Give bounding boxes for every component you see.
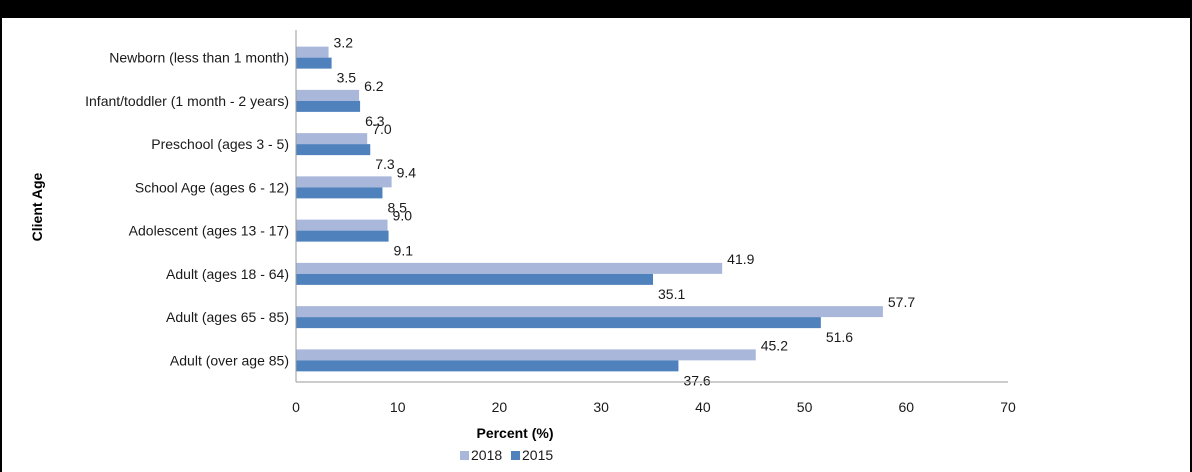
bars-group — [296, 46, 883, 372]
x-tick-label: 70 — [1000, 399, 1016, 415]
bar-2018 — [296, 46, 329, 58]
bar-2018 — [296, 133, 368, 145]
bar-2015 — [296, 317, 821, 329]
legend-label-2015: 2015 — [522, 447, 553, 463]
category-label: Newborn (less than 1 month) — [109, 50, 289, 66]
bar-2018 — [296, 349, 756, 361]
category-label: Adult (ages 65 - 85) — [166, 309, 289, 325]
legend-label-2018: 2018 — [471, 447, 502, 463]
bar-2018 — [296, 262, 723, 274]
bar-2015 — [296, 144, 371, 156]
legend: 2018 2015 — [460, 447, 553, 463]
bar-2015 — [296, 230, 389, 242]
data-label-2018: 57.7 — [888, 294, 915, 310]
x-tick-labels: 0 10 20 30 40 50 60 70 — [292, 399, 1016, 415]
data-label-2018: 9.4 — [397, 164, 417, 180]
x-tick-label: 50 — [797, 399, 813, 415]
category-label: Preschool (ages 3 - 5) — [151, 136, 289, 152]
bar-2015 — [296, 100, 361, 112]
header-band — [0, 0, 1192, 18]
category-label: Adult (over age 85) — [170, 352, 289, 368]
category-labels: Newborn (less than 1 month) Infant/toddle… — [85, 50, 289, 369]
data-label-2015: 35.1 — [658, 286, 685, 302]
bar-2018 — [296, 306, 883, 318]
y-axis-title: Client Age — [29, 172, 45, 241]
x-tick-label: 40 — [695, 399, 711, 415]
legend-swatch-2015 — [511, 451, 520, 460]
data-label-2018: 9.0 — [393, 208, 413, 224]
data-label-2018: 6.2 — [364, 78, 384, 94]
x-tick-label: 0 — [292, 399, 300, 415]
bar-2018 — [296, 89, 360, 101]
data-label-2018: 7.0 — [372, 121, 392, 137]
bar-2018 — [296, 219, 388, 231]
data-label-2015: 37.6 — [683, 372, 710, 388]
category-label: Adolescent (ages 13 - 17) — [129, 223, 289, 239]
data-label-2018: 45.2 — [761, 337, 788, 353]
data-label-2015: 6.3 — [365, 113, 385, 129]
x-tick-label: 60 — [898, 399, 914, 415]
data-label-2015: 3.5 — [337, 70, 357, 86]
data-label-2015: 51.6 — [826, 329, 853, 345]
data-label-2018: 3.2 — [334, 35, 354, 51]
category-label: School Age (ages 6 - 12) — [135, 179, 289, 195]
x-axis-title: Percent (%) — [476, 425, 553, 441]
bar-2018 — [296, 176, 392, 188]
value-labels: 3.2 3.5 6.2 6.37.0 7.39.4 8.59.0 9.1 41.9 35.1 57… — [334, 35, 916, 389]
data-label-2018: 41.9 — [727, 251, 754, 267]
bar-2015 — [296, 187, 383, 199]
bar-2015 — [296, 273, 654, 285]
x-tick-label: 10 — [390, 399, 406, 415]
data-label-2015: 7.3 — [375, 156, 395, 172]
data-label-2015: 9.1 — [394, 243, 414, 259]
frame-right-border — [1190, 18, 1192, 472]
data-label-2015: 8.5 — [387, 199, 407, 215]
category-label: Infant/toddler (1 month - 2 years) — [85, 93, 289, 109]
bar-2015 — [296, 57, 332, 69]
bar-2015 — [296, 360, 679, 372]
legend-swatch-2018 — [460, 451, 469, 460]
category-label: Adult (ages 18 - 64) — [166, 266, 289, 282]
x-tick-label: 30 — [593, 399, 609, 415]
x-tick-label: 20 — [492, 399, 508, 415]
frame-left-border — [0, 18, 2, 472]
